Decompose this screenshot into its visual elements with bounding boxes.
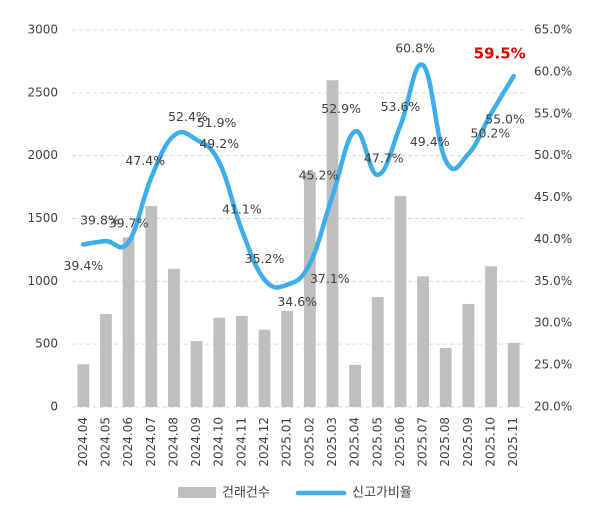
bar — [485, 266, 497, 407]
x-tick-label: 2025.04 — [348, 417, 362, 467]
bar — [462, 303, 475, 407]
bar — [258, 329, 271, 407]
x-tick-label: 2024.11 — [234, 417, 248, 467]
value-label: 47.4% — [125, 153, 165, 168]
value-label: 39.4% — [63, 258, 103, 273]
x-tick-label: 2025.01 — [280, 417, 294, 467]
bar — [417, 276, 429, 407]
bar — [122, 237, 135, 407]
legend-swatch — [178, 487, 216, 498]
legend-label: 건래건수 — [222, 486, 270, 501]
y-tick-label: 3000 — [27, 23, 58, 37]
y2-tick-label: 35.0% — [534, 274, 572, 288]
x-tick-label: 2024.07 — [144, 417, 158, 467]
value-label: 49.2% — [199, 136, 239, 151]
bar — [213, 317, 226, 407]
x-tick-label: 2025.11 — [506, 417, 520, 467]
x-tick-label: 2025.10 — [484, 417, 498, 467]
y2-tick-label: 65.0% — [534, 23, 572, 37]
bar — [100, 314, 112, 407]
x-tick-label: 2025.09 — [461, 417, 475, 467]
y2-tick-label: 55.0% — [534, 106, 572, 120]
y2-tick-label: 45.0% — [534, 190, 572, 204]
value-label: 39.8% — [80, 213, 120, 228]
bar — [145, 205, 158, 407]
bar — [326, 80, 339, 408]
x-tick-label: 2024.08 — [166, 417, 180, 467]
value-label: 53.6% — [381, 99, 421, 114]
bar — [235, 315, 248, 407]
value-label: 45.2% — [299, 167, 339, 182]
y2-tick-label: 25.0% — [534, 358, 572, 372]
x-tick-label: 2024.04 — [76, 417, 90, 467]
x-tick-label: 2025.07 — [416, 417, 430, 467]
bar — [168, 268, 180, 407]
y-tick-label: 1000 — [27, 274, 58, 288]
value-label: 34.6% — [277, 294, 317, 309]
x-tick-label: 2024.09 — [189, 417, 203, 467]
value-label: 59.5% — [474, 45, 526, 63]
value-label: 35.2% — [245, 251, 285, 266]
y2-tick-label: 50.0% — [534, 148, 572, 162]
value-label: 41.1% — [222, 202, 262, 217]
value-label: 52.4% — [168, 109, 208, 124]
value-label: 49.4% — [410, 134, 450, 149]
bar — [439, 347, 452, 407]
bar — [281, 310, 294, 407]
x-tick-label: 2025.03 — [325, 417, 339, 467]
y2-tick-label: 40.0% — [534, 232, 572, 246]
x-tick-label: 2024.06 — [121, 417, 135, 467]
y-tick-label: 500 — [35, 337, 58, 351]
value-label: 51.9% — [197, 115, 237, 130]
value-label: 60.8% — [395, 41, 435, 56]
x-tick-label: 2025.06 — [393, 417, 407, 467]
y-tick-label: 1500 — [27, 211, 58, 225]
bar — [303, 172, 316, 407]
y-tick-label: 0 — [50, 400, 58, 414]
bar — [507, 342, 520, 407]
y2-tick-label: 30.0% — [534, 316, 572, 330]
bar — [371, 297, 384, 407]
value-label: 50.2% — [471, 125, 511, 140]
value-label: 52.9% — [321, 101, 361, 116]
y-tick-label: 2500 — [27, 85, 58, 99]
x-tick-label: 2024.10 — [212, 417, 226, 467]
y2-tick-label: 60.0% — [534, 64, 572, 78]
x-tick-label: 2024.12 — [257, 417, 271, 467]
bar — [77, 364, 90, 407]
legend-label: 신고가비율 — [352, 486, 412, 501]
y-tick-label: 2000 — [27, 148, 58, 162]
value-label: 55.0% — [485, 111, 525, 126]
value-label: 37.1% — [310, 271, 350, 286]
value-label: 47.7% — [364, 150, 404, 165]
x-tick-label: 2024.05 — [98, 417, 112, 467]
x-tick-label: 2025.05 — [370, 417, 384, 467]
bar — [349, 364, 362, 407]
y2-tick-label: 20.0% — [534, 400, 572, 414]
bar — [190, 341, 203, 407]
x-tick-label: 2025.08 — [438, 417, 452, 467]
line — [81, 62, 516, 290]
bar — [394, 195, 407, 407]
value-label: 39.7% — [109, 215, 149, 230]
x-tick-label: 2025.02 — [302, 417, 316, 467]
